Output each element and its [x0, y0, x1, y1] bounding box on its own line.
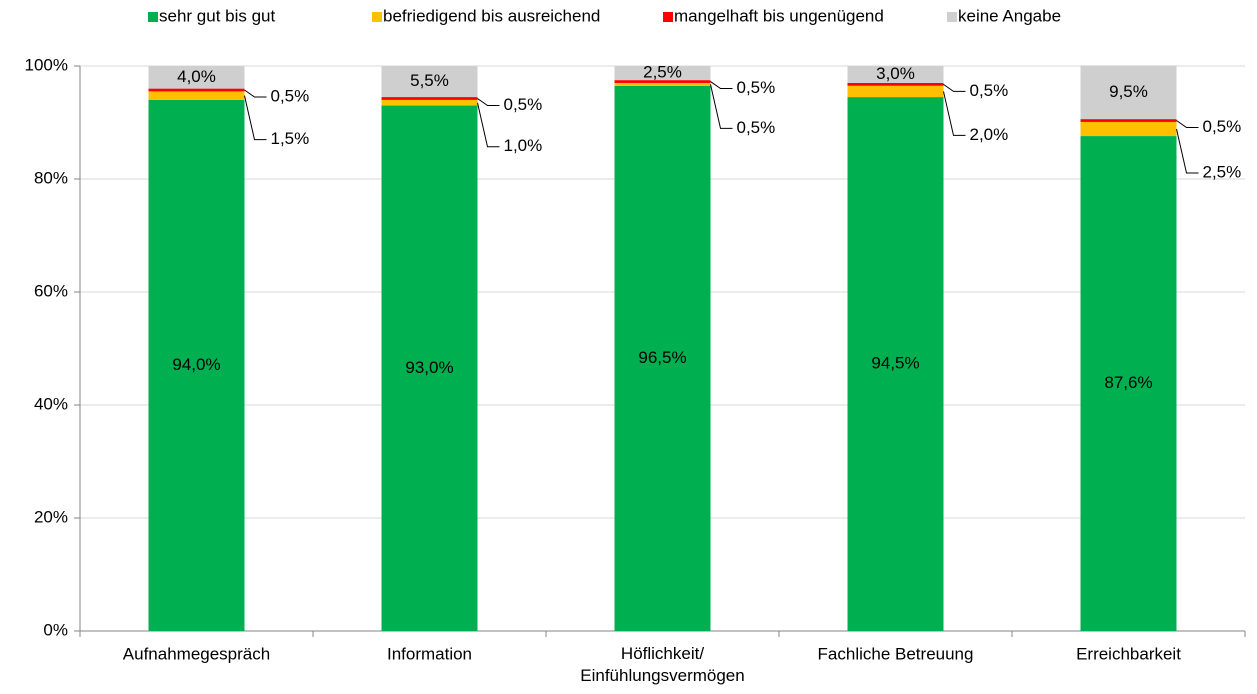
bar-segment [148, 66, 245, 89]
value-label: 0,5% [1203, 117, 1242, 136]
value-label: 94,0% [172, 355, 220, 374]
bar-segment [1080, 119, 1177, 122]
leader-line [244, 89, 267, 98]
leader-line [477, 102, 500, 148]
bar-segment [847, 97, 944, 631]
y-tick-label: 80% [34, 168, 68, 187]
value-label: 2,5% [643, 63, 682, 82]
y-tick-label: 20% [34, 507, 68, 526]
bar-segment [381, 99, 478, 106]
y-tick-label: 100% [25, 55, 68, 74]
value-label: 0,5% [737, 118, 776, 137]
y-tick-label: 0% [43, 620, 68, 639]
legend-label: mangelhaft bis ungenügend [674, 6, 884, 25]
value-label: 2,0% [970, 125, 1009, 144]
x-tick-label: Aufnahmegespräch [123, 644, 270, 663]
bar-segment [1080, 121, 1177, 137]
value-label: 0,5% [271, 86, 310, 105]
value-label: 5,5% [410, 71, 449, 90]
value-label: 2,5% [1203, 162, 1242, 181]
bar-segment [148, 91, 245, 100]
legend-swatch [372, 12, 382, 22]
value-label: 3,0% [876, 64, 915, 83]
bar-segment [614, 82, 711, 86]
value-label: 4,0% [177, 67, 216, 86]
value-label: 93,0% [405, 358, 453, 377]
x-tick-label: Information [387, 644, 472, 663]
bar-segment [614, 66, 711, 81]
value-label: 0,5% [737, 78, 776, 97]
leader-line [244, 95, 267, 141]
x-tick-label: Erreichbarkeit [1076, 644, 1181, 663]
bar-segment [847, 66, 944, 83]
value-label: 1,5% [271, 129, 310, 148]
bar-segment [148, 99, 245, 631]
x-tick-label: Höflichkeit/Einfühlungsvermögen [580, 644, 744, 685]
value-label: 1,0% [504, 136, 543, 155]
x-tick-label: Fachliche Betreuung [818, 644, 974, 663]
leader-line [943, 83, 966, 92]
y-tick-label: 40% [34, 394, 68, 413]
bar-segment [381, 105, 478, 632]
leader-line [1176, 120, 1199, 129]
bar-segment [614, 85, 711, 631]
value-label: 0,5% [970, 81, 1009, 100]
legend-swatch [947, 12, 957, 22]
legend-label: sehr gut bis gut [159, 6, 276, 25]
leader-line [710, 81, 733, 90]
value-label: 96,5% [638, 348, 686, 367]
y-tick-label: 60% [34, 281, 68, 300]
legend-label: befriedigend bis ausreichend [383, 6, 600, 25]
value-label: 87,6% [1104, 373, 1152, 392]
value-label: 9,5% [1109, 82, 1148, 101]
legend-swatch [148, 12, 158, 22]
leader-line [710, 84, 733, 129]
leader-line [1176, 128, 1199, 174]
bar-segment [847, 82, 944, 86]
bar-segment [1080, 136, 1177, 631]
bar-segment [1080, 65, 1177, 120]
legend-swatch [663, 12, 673, 22]
bar-segment [847, 85, 944, 98]
bar-segment [614, 80, 711, 83]
bar-segment [381, 97, 478, 100]
bar-segment [148, 88, 245, 92]
value-label: 0,5% [504, 95, 543, 114]
leader-line [943, 91, 966, 136]
legend-label: keine Angabe [958, 6, 1061, 25]
value-label: 94,5% [871, 354, 919, 373]
bar-segment [381, 66, 478, 98]
leader-line [477, 98, 500, 106]
